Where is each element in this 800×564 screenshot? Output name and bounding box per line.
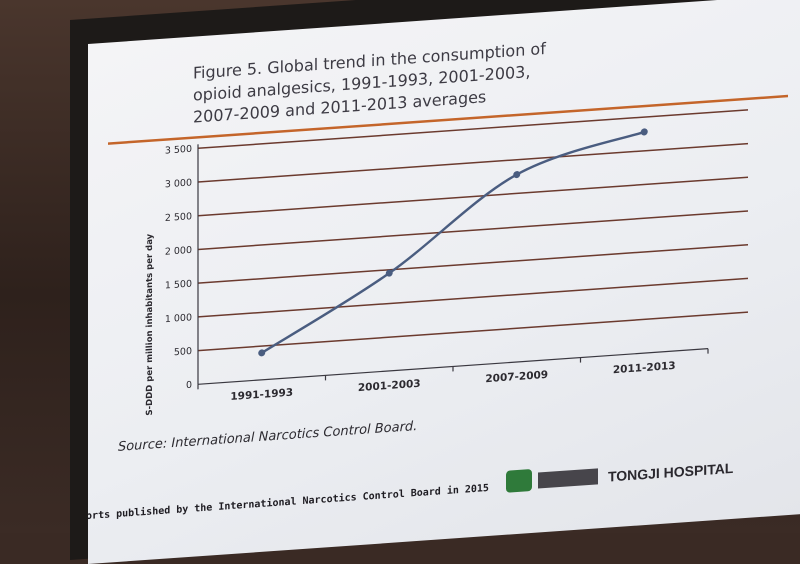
gridline xyxy=(198,210,748,251)
x-category-label: 2011-2013 xyxy=(613,360,676,376)
hospital-logo: TONGJI HOSPITAL xyxy=(506,460,734,493)
y-axis-label: S-DDD per million inhabitants per day xyxy=(145,233,155,416)
opioid-consumption-chart: Figure 5. Global trend in the consumptio… xyxy=(88,39,788,523)
y-tick-label: 1 000 xyxy=(165,312,192,325)
x-category-label: 2007-2009 xyxy=(485,369,548,385)
y-tick-label: 2 500 xyxy=(165,211,192,224)
y-tick-label: 3 000 xyxy=(165,177,192,190)
data-point xyxy=(513,171,521,179)
data-point xyxy=(385,269,393,277)
gridline xyxy=(198,109,748,150)
y-tick-label: 500 xyxy=(174,346,192,358)
y-tick-label: 0 xyxy=(186,380,192,391)
title-accent-rule xyxy=(108,94,788,145)
y-tick-labels: 0 500 1 000 1 500 2 000 2 500 3 000 3 500 xyxy=(165,144,192,391)
axes xyxy=(197,144,709,390)
gridline xyxy=(198,243,748,284)
hospital-emblem-icon xyxy=(506,469,532,493)
gridline xyxy=(198,142,748,183)
x-category-labels: 1991-1993 2001-2003 2007-2009 2011-2013 xyxy=(230,360,675,403)
x-category-label: 2001-2003 xyxy=(358,378,421,394)
source-note: Source: International Narcotics Control … xyxy=(118,419,417,455)
data-points xyxy=(258,128,648,357)
gridline xyxy=(198,311,748,352)
gridline xyxy=(198,176,748,217)
data-point xyxy=(258,349,266,357)
y-tick-label: 3 500 xyxy=(165,144,192,157)
hospital-chinese-name-mark xyxy=(538,468,598,489)
gridlines xyxy=(198,109,748,352)
data-point xyxy=(640,128,648,136)
hospital-name: TONGJI HOSPITAL xyxy=(608,460,734,485)
y-tick-label: 1 500 xyxy=(165,279,192,292)
series-line xyxy=(261,130,645,354)
projected-slide: Figure 5. Global trend in the consumptio… xyxy=(88,0,800,564)
y-tick-label: 2 000 xyxy=(165,245,192,258)
footer-report-note: Reports published by the International N… xyxy=(88,482,489,523)
x-category-label: 1991-1993 xyxy=(230,387,293,403)
gridline xyxy=(198,277,748,318)
